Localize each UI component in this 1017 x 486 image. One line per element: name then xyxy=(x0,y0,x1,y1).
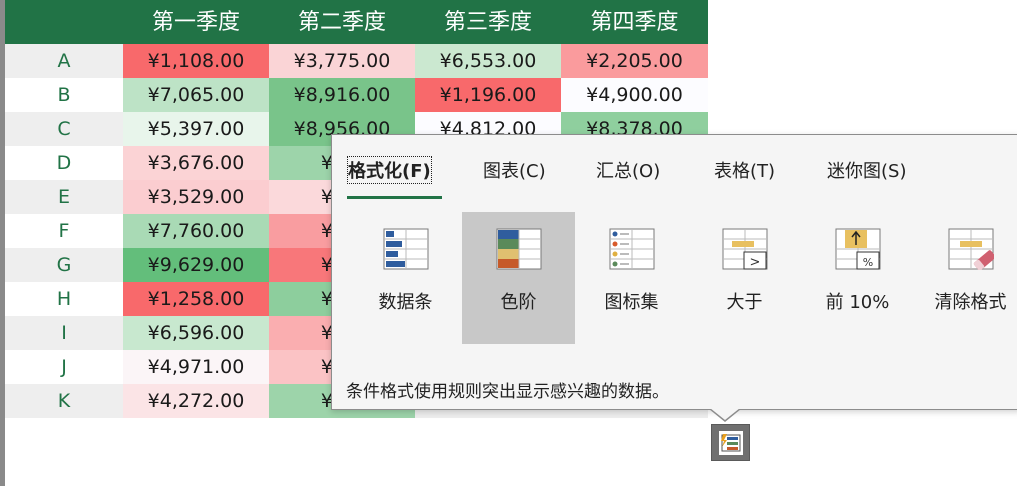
row-label[interactable]: I xyxy=(61,322,67,344)
greater-than-button[interactable]: > 大于 xyxy=(688,212,801,344)
tab-formatting[interactable]: 格式化(F) xyxy=(347,156,432,184)
table-cell[interactable]: ¥6,553.00 xyxy=(415,44,561,78)
top-10-percent-label: 前 10% xyxy=(825,292,890,313)
table-row: A ¥1,108.00 ¥3,775.00 ¥6,553.00 ¥2,205.00 xyxy=(5,44,708,78)
table-cell[interactable]: ¥4,900.00 xyxy=(561,78,708,112)
table-cell[interactable]: ¥9,629.00 xyxy=(123,248,269,282)
table-cell[interactable]: ¥3,676.00 xyxy=(123,146,269,180)
icon-set-button[interactable]: 图标集 xyxy=(575,212,688,344)
data-bars-icon xyxy=(383,228,429,270)
row-label[interactable]: A xyxy=(57,50,71,72)
row-label[interactable]: E xyxy=(57,186,70,208)
top-10-percent-icon: % xyxy=(835,228,881,270)
color-scale-icon xyxy=(496,228,542,270)
header-row: 第一季度 第二季度 第三季度 第四季度 xyxy=(5,0,708,44)
tab-sparklines[interactable]: 迷你图(S) xyxy=(827,161,907,182)
icon-set-label: 图标集 xyxy=(604,292,659,313)
table-cell[interactable]: ¥1,196.00 xyxy=(415,78,561,112)
row-label[interactable]: J xyxy=(61,356,67,378)
table-cell[interactable]: ¥7,065.00 xyxy=(123,78,269,112)
column-header-q3[interactable]: 第三季度 xyxy=(443,10,532,35)
table-cell[interactable]: ¥4,272.00 xyxy=(123,384,269,418)
clear-format-icon xyxy=(948,228,994,270)
row-label[interactable]: B xyxy=(57,84,71,106)
quick-analysis-button[interactable] xyxy=(711,424,750,461)
data-bars-label: 数据条 xyxy=(378,292,433,313)
quick-analysis-icon xyxy=(719,431,743,455)
table-cell[interactable]: ¥3,529.00 xyxy=(123,180,269,214)
table-cell[interactable]: ¥6,596.00 xyxy=(123,316,269,350)
table-cell[interactable]: ¥8,916.00 xyxy=(269,78,415,112)
color-scale-button[interactable]: 色阶 xyxy=(462,212,575,344)
row-label[interactable]: D xyxy=(56,152,72,174)
row-label[interactable]: H xyxy=(56,288,72,310)
quick-analysis-panel: 格式化(F) 图表(C) 汇总(O) 表格(T) 迷你图(S) 数据条 色阶 xyxy=(331,134,1017,410)
column-header-q4[interactable]: 第四季度 xyxy=(590,10,679,35)
table-cell[interactable]: ¥4,971.00 xyxy=(123,350,269,384)
icon-set-icon xyxy=(609,228,655,270)
greater-than-icon: > xyxy=(722,228,768,270)
sheet-left-border xyxy=(0,0,5,486)
color-scale-label: 色阶 xyxy=(500,292,537,313)
row-label[interactable]: C xyxy=(57,118,71,140)
table-row: C ¥5,397.00 ¥8,956.00 ¥4,812.00 ¥8,378.00 xyxy=(5,112,708,146)
top-10-percent-button[interactable]: % 前 10% xyxy=(801,212,914,344)
tab-charts[interactable]: 图表(C) xyxy=(483,161,546,182)
clear-format-label: 清除格式 xyxy=(934,292,1007,313)
tab-totals[interactable]: 汇总(O) xyxy=(596,161,661,182)
row-label[interactable]: G xyxy=(56,254,72,276)
greater-than-label: 大于 xyxy=(726,292,763,313)
table-row: B ¥7,065.00 ¥8,916.00 ¥1,196.00 ¥4,900.00 xyxy=(5,78,708,112)
active-tab-indicator xyxy=(347,196,442,199)
table-cell[interactable]: ¥1,108.00 xyxy=(123,44,269,78)
table-cell[interactable]: ¥2,205.00 xyxy=(561,44,708,78)
row-label[interactable]: K xyxy=(57,390,71,412)
column-header-q2[interactable]: 第二季度 xyxy=(297,10,386,35)
svg-text:>: > xyxy=(750,255,761,270)
table-cell[interactable]: ¥7,760.00 xyxy=(123,214,269,248)
data-bars-button[interactable]: 数据条 xyxy=(349,212,462,344)
svg-text:%: % xyxy=(863,256,873,269)
popup-pointer xyxy=(710,408,740,420)
table-cell[interactable]: ¥5,397.00 xyxy=(123,112,269,146)
table-cell[interactable]: ¥3,775.00 xyxy=(269,44,415,78)
row-label[interactable]: F xyxy=(58,220,70,242)
column-header-q1[interactable]: 第一季度 xyxy=(151,10,240,35)
quick-analysis-description: 条件格式使用规则突出显示感兴趣的数据。 xyxy=(346,382,669,402)
tab-tables[interactable]: 表格(T) xyxy=(714,161,776,182)
table-cell[interactable]: ¥1,258.00 xyxy=(123,282,269,316)
clear-format-button[interactable]: 清除格式 xyxy=(914,212,1017,344)
